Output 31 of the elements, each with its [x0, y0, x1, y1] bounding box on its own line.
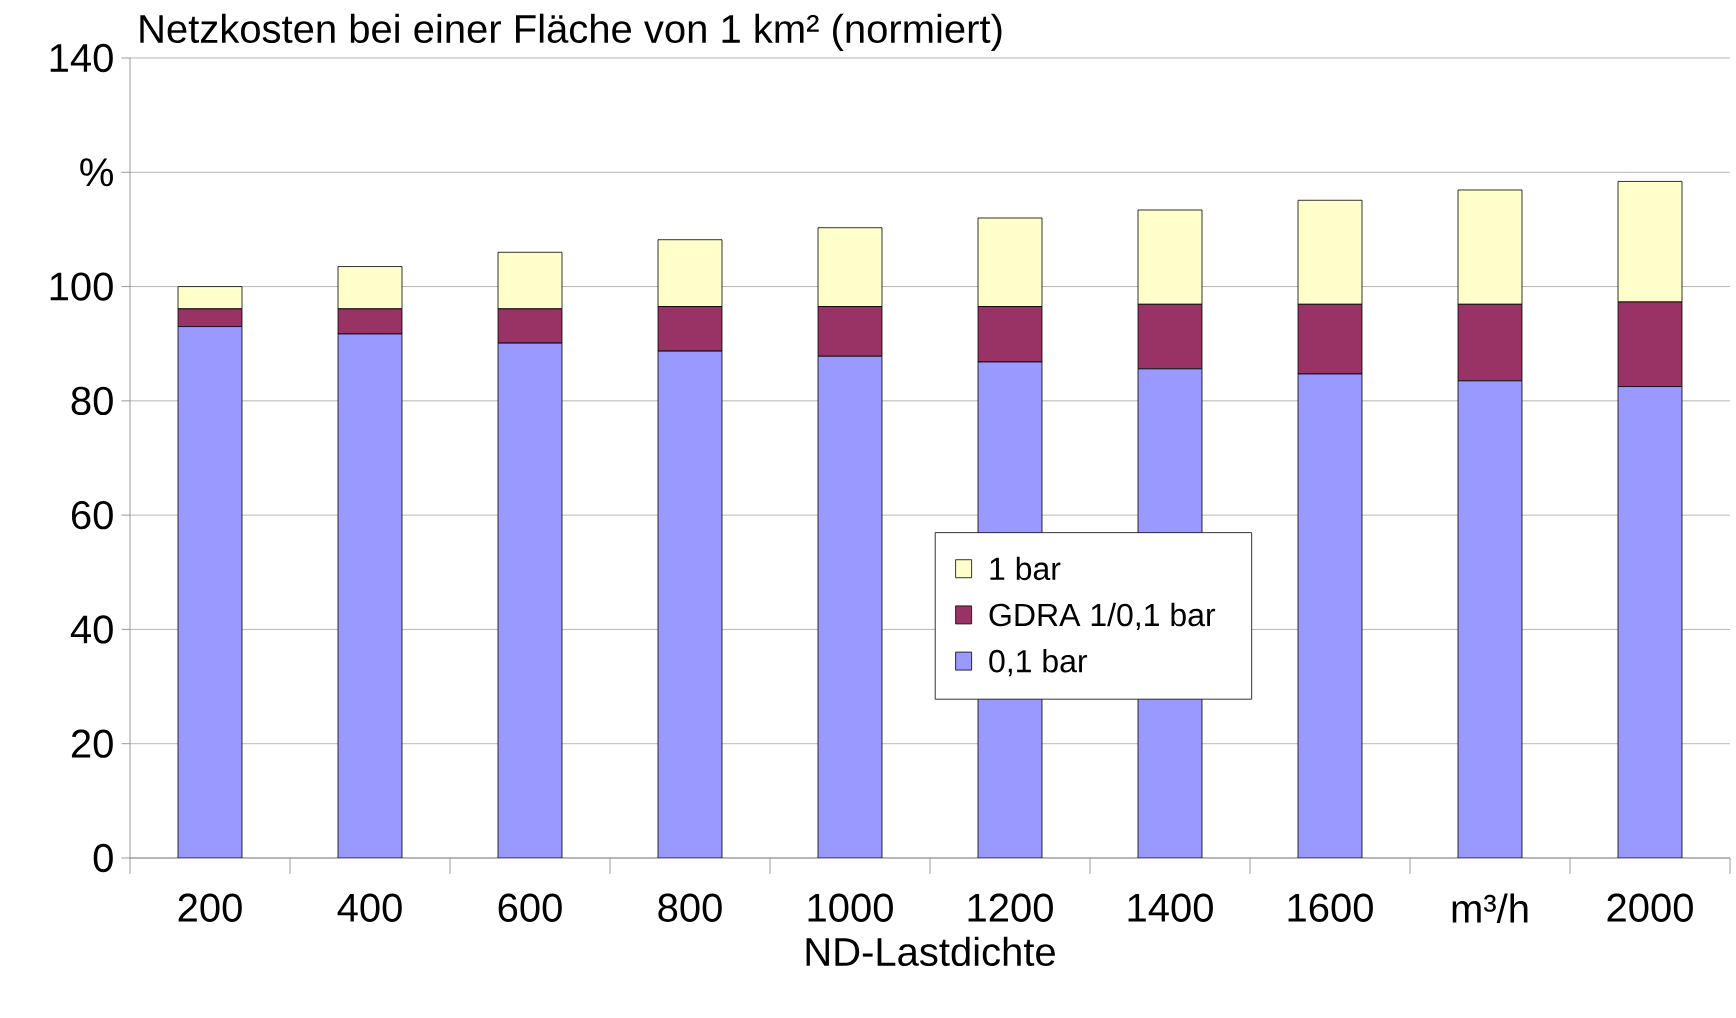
x-tick-label: 2000 [1607, 893, 1693, 922]
y-tick-label: % [80, 158, 113, 187]
bar [657, 350, 723, 858]
x-tick-label: 200 [178, 893, 242, 922]
legend-label: GDRA 1/0,1 bar [989, 602, 1216, 631]
x-tick-label: 1600 [1288, 893, 1373, 922]
legend-label: 0,1 bar [989, 649, 1088, 677]
bar [1297, 373, 1363, 858]
x-tick-label: 400 [337, 893, 402, 922]
x-tick-label: m³/h [1452, 893, 1528, 923]
y-tick-label: 80 [71, 386, 113, 415]
x-tick-label: 1400 [1128, 893, 1213, 922]
x-tick-label: 600 [498, 893, 562, 922]
bar [177, 326, 243, 858]
y-tick-label: 100 [50, 272, 113, 301]
y-tick-label: 40 [70, 615, 113, 644]
x-axis-title: ND-Lastdichte [806, 936, 1055, 967]
bar [337, 333, 403, 858]
bar [497, 342, 563, 858]
legend-label: 1 bar [990, 556, 1061, 581]
x-tick-label: 1200 [968, 893, 1053, 922]
y-tick-label: 0 [93, 843, 113, 873]
x-tick-label: 1000 [808, 893, 893, 922]
bar [1457, 380, 1523, 858]
chart-title: Netzkosten bei einer Fläche von 1 km² (normiert) [140, 13, 1002, 51]
bar [817, 355, 883, 858]
bar [1617, 386, 1683, 858]
y-tick-label: 60 [71, 500, 113, 530]
y-tick-label: 140 [50, 43, 113, 73]
y-tick-label: 20 [71, 729, 113, 758]
x-tick-label: 800 [658, 893, 722, 922]
